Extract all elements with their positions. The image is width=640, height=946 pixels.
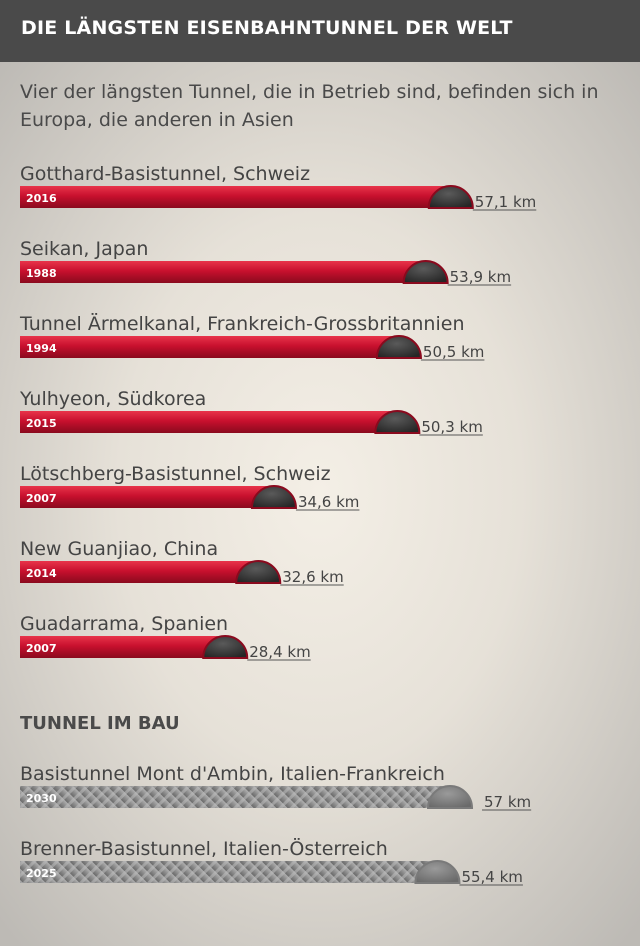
bar: [20, 786, 451, 808]
bar: [20, 261, 426, 283]
tunnel-portal-icon: [250, 485, 297, 509]
tunnel-name-label: Seikan, Japan: [20, 238, 148, 260]
tunnel-portal-icon: [235, 560, 282, 584]
tunnel-name-label: Lötschberg-Basistunnel, Schweiz: [20, 463, 331, 485]
year-label: 1994: [26, 342, 57, 355]
value-label: 55,4 km: [461, 868, 522, 886]
page-title: DIE LÄNGSTEN EISENBAHNTUNNEL DER WELT: [21, 17, 513, 39]
value-label: 28,4 km: [249, 643, 310, 661]
section-title-construction: TUNNEL IM BAU: [20, 713, 180, 734]
tunnel-name-label: Brenner-Basistunnel, Italien-Österreich: [20, 837, 388, 860]
tunnel-name-label: New Guanjiao, China: [20, 538, 218, 560]
value-label: 34,6 km: [298, 493, 359, 511]
tunnel-portal-icon: [375, 335, 422, 359]
bar: [20, 861, 438, 883]
value-label: 57,1 km: [475, 193, 536, 211]
value-label: 32,6 km: [282, 568, 343, 586]
year-label: 2015: [26, 417, 57, 430]
tunnel-portal-icon: [374, 410, 421, 434]
bar: [20, 336, 399, 358]
header-bar: DIE LÄNGSTEN EISENBAHNTUNNEL DER WELT: [0, 0, 640, 62]
bar: [20, 561, 259, 583]
tunnel-name-label: Tunnel Ärmelkanal, Frankreich-Grossbrita…: [19, 312, 465, 335]
value-label: 57 km: [484, 793, 531, 811]
bar: [20, 186, 451, 208]
year-label: 2030: [26, 792, 57, 805]
year-label: 1988: [26, 267, 57, 280]
tunnel-name-label: Basistunnel Mont d'Ambin, Italien-Frankr…: [20, 763, 445, 785]
tunnel-name-label: Yulhyeon, Südkorea: [19, 388, 206, 410]
tunnel-portal-icon: [202, 635, 249, 659]
value-label: 50,3 km: [421, 418, 482, 436]
year-label: 2007: [26, 642, 57, 655]
tunnel-portal-icon: [427, 785, 474, 809]
tunnel-name-label: Gotthard-Basistunnel, Schweiz: [20, 163, 310, 185]
year-label: 2025: [26, 867, 57, 880]
subtitle: Vier der längsten Tunnel, die in Betrieb…: [20, 81, 599, 131]
bar: [20, 486, 274, 508]
value-label: 53,9 km: [450, 268, 511, 286]
year-label: 2014: [26, 567, 57, 580]
bar: [20, 636, 226, 658]
tunnel-portal-icon: [402, 260, 449, 284]
tunnel-name-label: Guadarrama, Spanien: [20, 613, 228, 635]
year-label: 2007: [26, 492, 57, 505]
tunnel-portal-icon: [427, 185, 474, 209]
value-label: 50,5 km: [423, 343, 484, 361]
bar: [20, 411, 398, 433]
tunnel-portal-icon: [414, 860, 461, 884]
year-label: 2016: [26, 192, 57, 205]
